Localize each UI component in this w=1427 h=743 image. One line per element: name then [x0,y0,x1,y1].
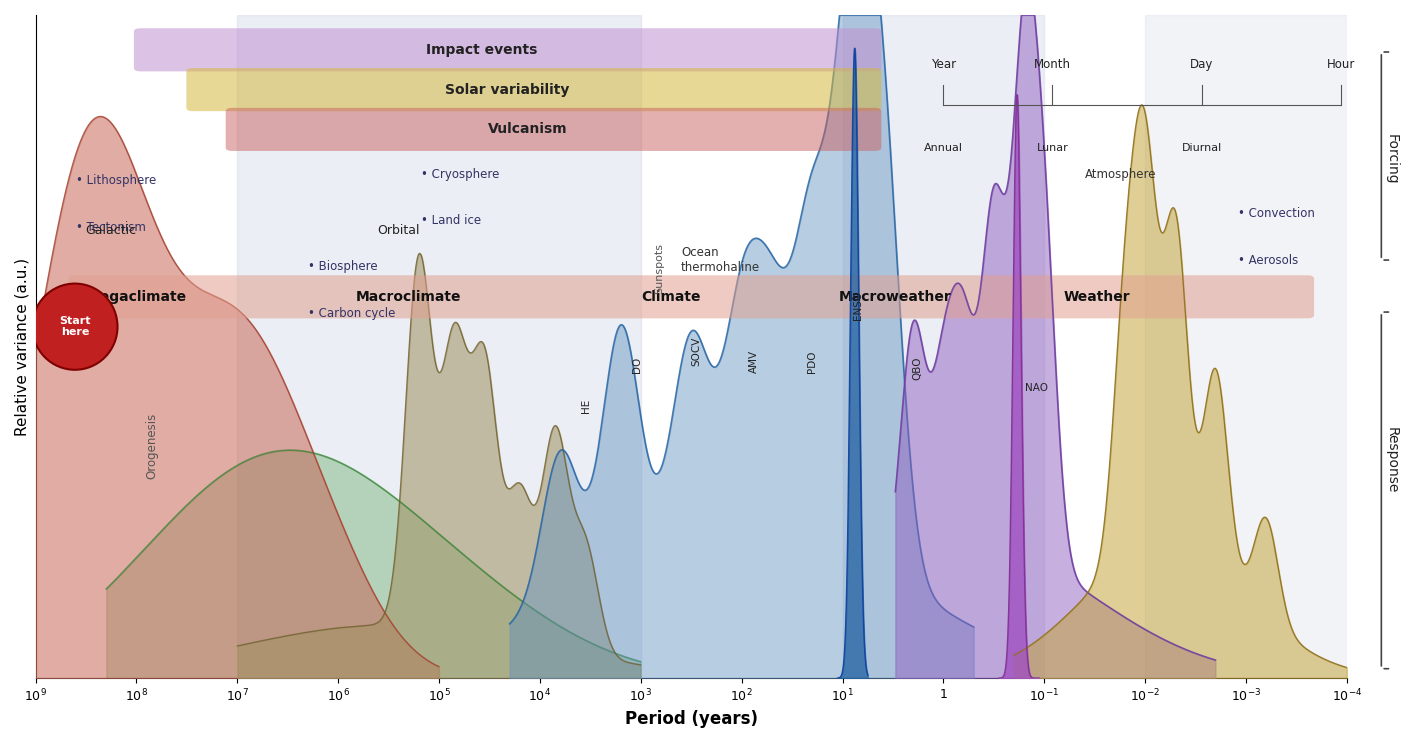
Text: Macroclimate: Macroclimate [355,290,461,304]
Text: • Lithosphere: • Lithosphere [76,175,156,187]
Text: • Tectonism: • Tectonism [76,221,146,234]
Text: Solar variability: Solar variability [445,82,569,97]
Text: Weather: Weather [1063,290,1130,304]
Text: Atmosphere: Atmosphere [1085,168,1156,181]
FancyBboxPatch shape [187,68,882,111]
Text: Sunspots: Sunspots [655,242,665,293]
Text: QBO: QBO [913,356,923,380]
Text: Start
here: Start here [59,316,91,337]
FancyBboxPatch shape [225,108,882,151]
Text: • Biosphere: • Biosphere [308,261,377,273]
Text: • Carbon cycle: • Carbon cycle [308,307,395,320]
Text: Orbital: Orbital [378,224,420,237]
X-axis label: Period (years): Period (years) [625,710,758,728]
Text: Day: Day [1190,59,1213,71]
Text: Diurnal: Diurnal [1182,143,1222,152]
Text: Climate: Climate [641,290,701,304]
Text: Macroweather: Macroweather [839,290,952,304]
Text: Ocean
thermohaline: Ocean thermohaline [681,247,761,274]
Text: Hour: Hour [1327,59,1356,71]
Text: Forcing: Forcing [1384,134,1398,185]
Text: Response: Response [1384,427,1398,494]
Text: HE: HE [581,399,591,413]
Text: Annual: Annual [923,143,963,152]
FancyBboxPatch shape [134,28,882,71]
Text: AMV: AMV [749,350,759,373]
Text: Year: Year [930,59,956,71]
Text: Month: Month [1035,59,1070,71]
Text: SOCV: SOCV [692,337,702,366]
Text: PDO: PDO [808,351,818,373]
Text: • Land ice: • Land ice [421,214,481,227]
FancyBboxPatch shape [68,275,1314,319]
Text: Galactic: Galactic [86,224,136,237]
Bar [842,15,1045,678]
Text: Impact events: Impact events [425,43,537,56]
Text: NAO: NAO [1025,383,1047,393]
Text: • Aerosols: • Aerosols [1239,254,1299,267]
Bar [1144,15,1347,678]
Text: Vulcanism: Vulcanism [488,123,567,137]
Text: Lunar: Lunar [1036,143,1069,152]
Text: • Cryosphere: • Cryosphere [421,168,499,181]
Text: Megaclimate: Megaclimate [87,290,187,304]
Text: ENSO: ENSO [853,291,863,320]
Bar [237,15,641,678]
Text: Orogenesis: Orogenesis [146,413,158,479]
Text: • Convection: • Convection [1239,207,1314,221]
Text: DO: DO [632,357,642,373]
Ellipse shape [33,284,117,370]
Y-axis label: Relative variance (a.u.): Relative variance (a.u.) [16,258,30,435]
